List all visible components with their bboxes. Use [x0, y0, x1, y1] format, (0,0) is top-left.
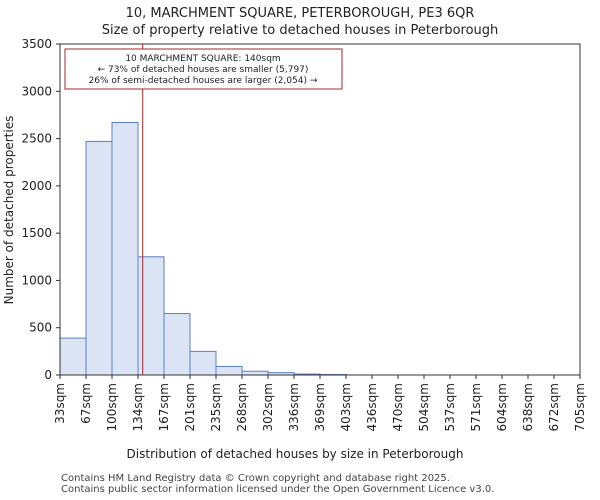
chart-title: 10, MARCHMENT SQUARE, PETERBOROUGH, PE3 … [126, 6, 475, 21]
x-tick-label: 302sqm [261, 383, 275, 431]
annotation-line-3: 26% of semi-detached houses are larger (… [89, 76, 318, 86]
x-tick-label: 604sqm [495, 383, 509, 431]
histogram-bar [137, 256, 165, 376]
x-tick-label: 369sqm [313, 383, 327, 431]
footer-licence-line: Contains public sector information licen… [61, 484, 495, 495]
plot-frame [59, 43, 581, 376]
annotation-line-2: ← 73% of detached houses are smaller (5,… [98, 65, 309, 75]
histogram-bar [241, 370, 269, 376]
histogram-bar [85, 140, 113, 376]
y-tick-label: 2000 [21, 179, 52, 193]
annotation-box: 10 MARCHMENT SQUARE: 140sqm ← 73% of det… [64, 48, 343, 90]
x-tick-label: 167sqm [157, 383, 171, 431]
y-tick-label: 2500 [21, 132, 52, 146]
x-tick-label: 235sqm [209, 383, 223, 431]
histogram-bar [111, 121, 139, 376]
y-tick-label: 3000 [21, 84, 52, 98]
histogram-bar [163, 313, 191, 376]
y-tick-label: 1000 [21, 273, 52, 287]
bars-group [59, 121, 347, 376]
histogram-bar [189, 350, 217, 376]
chart-subtitle: Size of property relative to detached ho… [102, 23, 499, 38]
x-tick-label: 67sqm [79, 383, 93, 424]
x-tick-label: 571sqm [469, 383, 483, 431]
y-tick-label: 3500 [21, 37, 52, 51]
histogram-bar [59, 337, 87, 376]
x-tick-label: 403sqm [339, 383, 353, 431]
x-tick-label: 504sqm [417, 383, 431, 431]
annotation-frame [64, 48, 343, 90]
histogram-bar [215, 365, 243, 376]
x-tick-label: 638sqm [521, 383, 535, 431]
x-tick-label: 336sqm [287, 383, 301, 431]
x-axis-ticks: 33sqm 67sqm 100sqm 134sqm 167sqm 201sqm 235sqm… [53, 375, 587, 431]
x-tick-label: 672sqm [547, 383, 561, 431]
x-tick-label: 537sqm [443, 383, 457, 431]
footer-copyright-line: Contains HM Land Registry data © Crown c… [61, 473, 450, 484]
x-axis-label: Distribution of detached houses by size … [127, 447, 464, 461]
x-tick-label: 134sqm [131, 383, 145, 431]
y-tick-label: 1500 [21, 226, 52, 240]
x-tick-label: 470sqm [391, 383, 405, 431]
y-tick-label: 500 [29, 321, 52, 335]
y-tick-label: 0 [44, 368, 52, 382]
x-tick-label: 100sqm [105, 383, 119, 431]
y-axis-label: Number of detached properties [2, 116, 16, 305]
x-tick-label: 436sqm [365, 383, 379, 431]
x-tick-label: 201sqm [183, 383, 197, 431]
x-tick-label: 705sqm [573, 383, 587, 431]
y-axis-ticks: 0 500 1000 1500 2000 2500 3000 3500 [21, 37, 60, 382]
x-tick-label: 268sqm [235, 383, 249, 431]
annotation-line-1: 10 MARCHMENT SQUARE: 140sqm [125, 54, 280, 64]
x-tick-label: 33sqm [53, 383, 67, 424]
